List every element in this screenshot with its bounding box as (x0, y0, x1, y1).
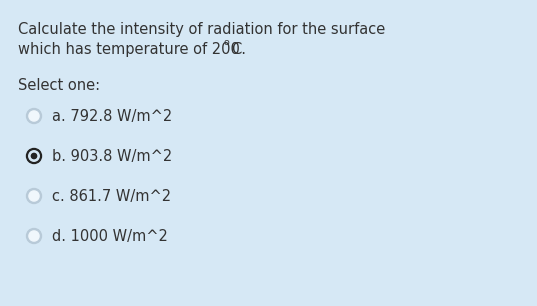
Ellipse shape (26, 148, 41, 163)
Ellipse shape (26, 229, 41, 244)
Text: which has temperature of 200: which has temperature of 200 (18, 42, 240, 57)
Text: o: o (223, 38, 229, 47)
Text: c. 861.7 W/m^2: c. 861.7 W/m^2 (52, 188, 171, 203)
Ellipse shape (29, 191, 39, 201)
Text: d. 1000 W/m^2: d. 1000 W/m^2 (52, 229, 168, 244)
Text: C.: C. (231, 42, 246, 57)
Text: Select one:: Select one: (18, 78, 100, 93)
Text: b. 903.8 W/m^2: b. 903.8 W/m^2 (52, 148, 172, 163)
Text: Calculate the intensity of radiation for the surface: Calculate the intensity of radiation for… (18, 22, 385, 37)
Text: a. 792.8 W/m^2: a. 792.8 W/m^2 (52, 109, 172, 124)
Ellipse shape (26, 109, 41, 124)
Ellipse shape (29, 111, 39, 121)
Ellipse shape (31, 153, 37, 159)
Ellipse shape (29, 231, 39, 241)
Ellipse shape (26, 188, 41, 203)
Ellipse shape (29, 151, 39, 161)
